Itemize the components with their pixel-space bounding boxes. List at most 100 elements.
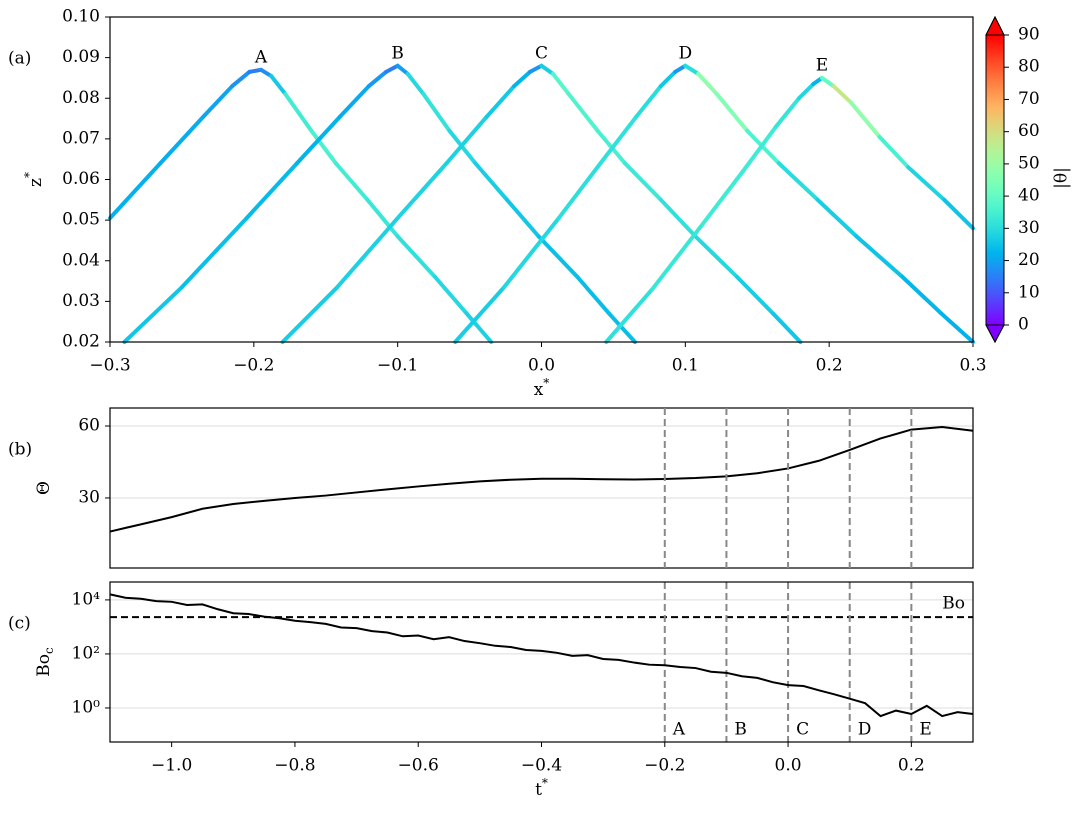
curve-segment [244, 161, 299, 221]
event-label: A [672, 720, 686, 740]
panel-label: (a) [8, 49, 31, 69]
colorbar-tick-label: 50 [1018, 153, 1040, 173]
y-tick-label: 0.07 [62, 128, 100, 148]
axis-label: z* [22, 172, 46, 187]
curve-segment [365, 197, 400, 239]
curve-segment [819, 75, 836, 89]
curve-segment [906, 165, 947, 202]
axis-label: Boc [34, 647, 56, 677]
curve-segment [551, 71, 571, 97]
colorbar-tick-label: 20 [1018, 250, 1040, 270]
curve-segment [598, 114, 639, 166]
curve-label: A [254, 47, 268, 67]
curve-segment [900, 275, 944, 316]
curve-segment [201, 84, 235, 119]
curve-label: E [816, 55, 828, 75]
curve-segment [338, 84, 371, 119]
curve-segment [122, 285, 184, 344]
curve-segment [831, 84, 853, 105]
x-tick-label: −0.6 [398, 756, 439, 776]
axes-frame [109, 581, 974, 743]
x-tick-label: 0.3 [959, 356, 986, 376]
curve-segment [658, 197, 698, 239]
curve-segment [939, 311, 975, 344]
curve-segment [283, 92, 314, 133]
x-tick-label: −0.2 [644, 756, 685, 776]
curve-segment [527, 63, 544, 74]
colorbar-tick-label: 60 [1018, 121, 1040, 141]
curve-segment [405, 71, 426, 97]
y-tick-label: 10⁰ [72, 697, 101, 717]
curve-segment [740, 124, 778, 174]
curve-segment [771, 311, 803, 344]
curve-segment [473, 161, 509, 202]
colorbar-extend-top [985, 15, 1005, 36]
curve-segment [444, 114, 489, 166]
curve-segment [693, 234, 740, 279]
x-tick-label: −0.2 [233, 356, 274, 376]
curve-segment [848, 100, 882, 139]
y-tick-label: 0.08 [62, 88, 100, 108]
y-tick-label: 0.09 [62, 47, 100, 67]
curve-segment [607, 311, 637, 344]
colorbar-tick-label: 30 [1018, 218, 1040, 238]
curve-segment [556, 161, 603, 221]
curve-segment [294, 114, 343, 166]
y-tick-label: 60 [78, 415, 100, 435]
curve-segment [942, 197, 975, 231]
x-tick-label: 0.0 [528, 356, 555, 376]
curve-segment [158, 114, 206, 166]
data-line [109, 593, 974, 718]
colorbar-label: |θ| [1052, 167, 1072, 189]
event-label: C [796, 720, 809, 740]
axis-label-sub: c [42, 647, 56, 654]
curve-segment [504, 197, 541, 239]
curve-segment [502, 216, 561, 290]
curve-segment [108, 161, 163, 221]
panel-label: (c) [8, 614, 31, 634]
curve-segment [395, 234, 438, 279]
y-tick-label: 10⁴ [72, 589, 101, 609]
curve-segment [484, 84, 517, 119]
curve-segment [566, 92, 600, 133]
curve-segment [854, 234, 905, 279]
event-label: D [858, 720, 872, 740]
colorbar-tick-label: 10 [1018, 282, 1040, 302]
x-tick-label: 0.0 [775, 756, 802, 776]
curve-segment [622, 161, 663, 202]
y-tick-label: 0.10 [62, 7, 100, 27]
curve-segment [714, 92, 750, 133]
curve-segment [309, 128, 338, 166]
axis-label: t* [535, 776, 548, 800]
curve-segment [634, 84, 663, 119]
y-tick-label: 0.02 [62, 332, 100, 352]
curve-segment [280, 285, 340, 344]
x-tick-label: −0.8 [274, 756, 315, 776]
axis-label-main: x [534, 380, 544, 400]
event-label: B [734, 720, 747, 740]
curve-segment [366, 69, 389, 89]
colorbar-tick-label: 40 [1018, 186, 1040, 206]
curve-segment [658, 69, 678, 89]
curve-segment [230, 69, 252, 89]
colorbar-tick-label: 0 [1018, 315, 1029, 335]
y-tick-label: 0.03 [62, 291, 100, 311]
curve-label: B [391, 43, 404, 63]
x-tick-label: 0.2 [816, 356, 843, 376]
axis-label: x* [534, 376, 550, 400]
axis-label-sup: * [543, 376, 549, 390]
curve-segment [384, 63, 400, 74]
x-tick-label: 0.1 [672, 356, 699, 376]
axis-label-main: Θ [34, 481, 54, 495]
y-tick-label: 0.05 [62, 210, 100, 230]
axis-label-main: z [26, 178, 46, 187]
panel-label: (b) [8, 440, 32, 460]
curve-segment [395, 161, 449, 221]
curve-segment [536, 234, 580, 279]
curve-segment [650, 222, 705, 292]
axis-label-main: Bo [34, 654, 54, 677]
curve-segment [575, 275, 612, 316]
curve-segment [796, 82, 816, 101]
colorbar-tick-label: 80 [1018, 57, 1040, 77]
axis-label-sup: * [542, 776, 548, 790]
